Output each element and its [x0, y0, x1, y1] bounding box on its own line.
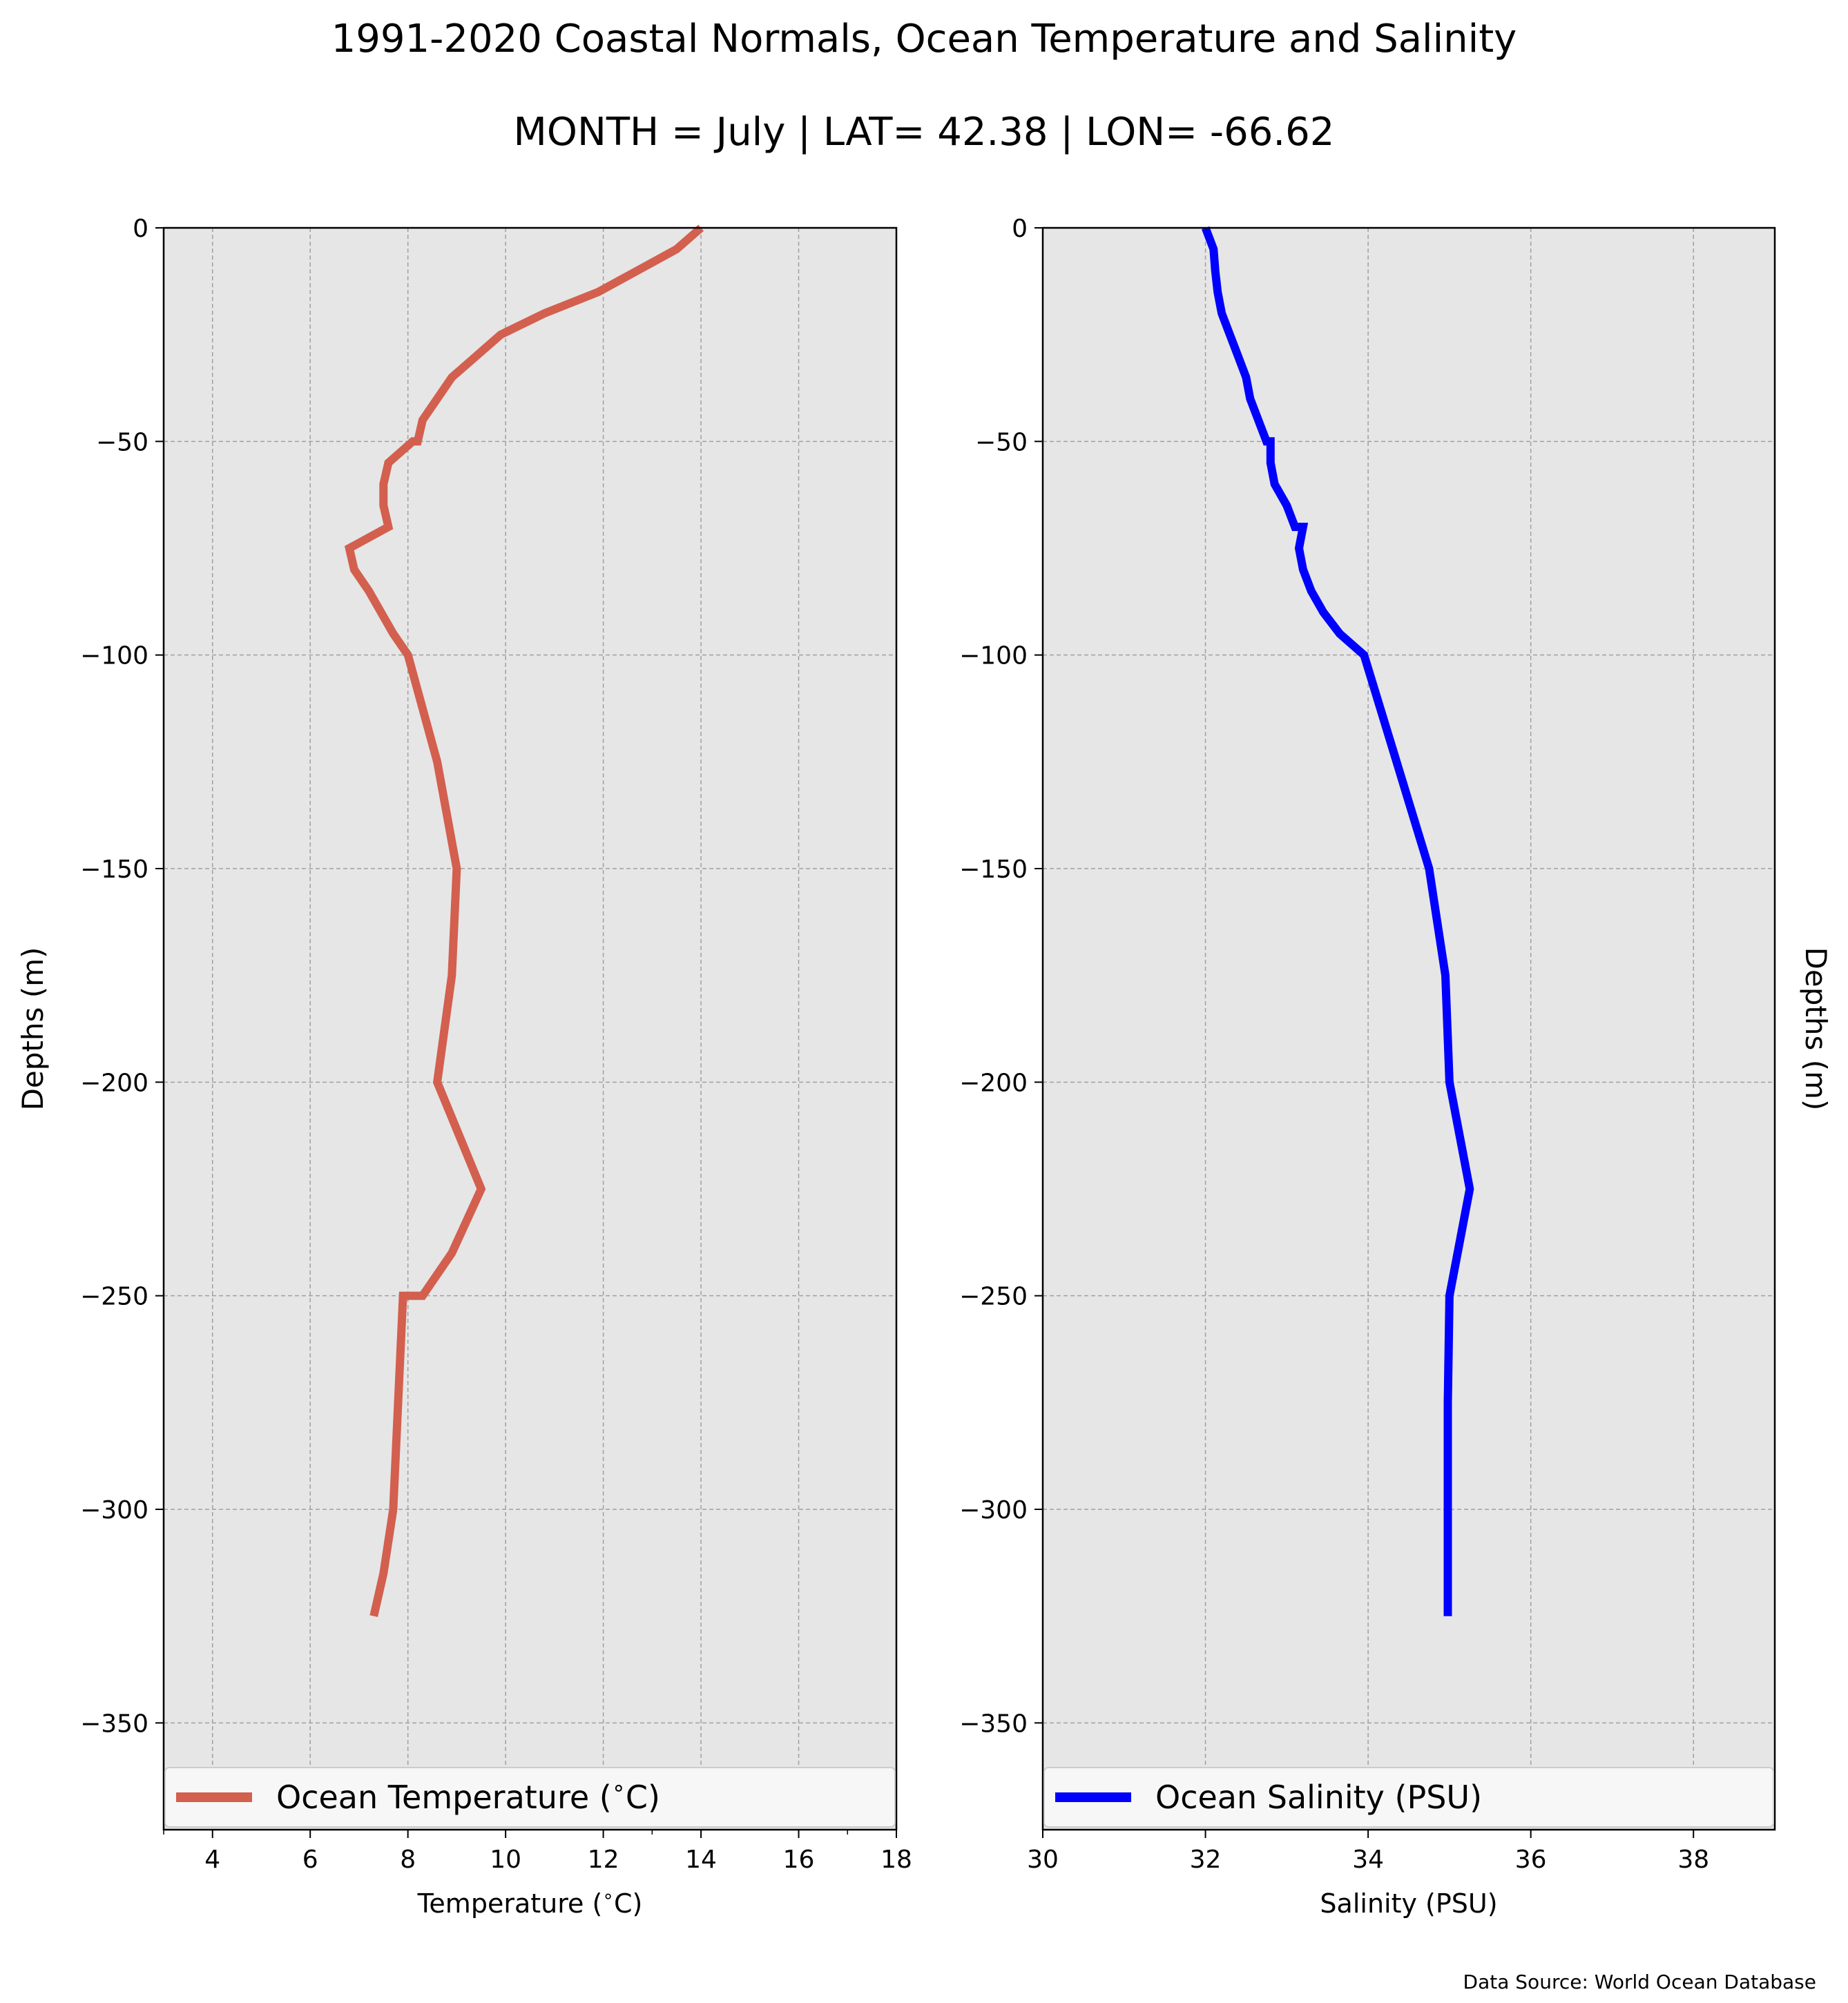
x-tick-label: 36 [1515, 1846, 1547, 1874]
series-line-salinity [1201, 226, 1474, 1616]
y-tick-label: −100 [959, 642, 1028, 670]
legend: Ocean Temperature (∘C) [164, 1767, 896, 1828]
y-tick-label: −50 [975, 428, 1028, 456]
legend: Ocean Salinity (PSU) [1043, 1767, 1774, 1828]
y-tick-label: −150 [959, 855, 1028, 884]
x-tick-label: 18 [880, 1846, 912, 1874]
x-tick-label: 30 [1027, 1846, 1059, 1874]
x-tick-label: 16 [783, 1846, 815, 1874]
legend-box [164, 1767, 896, 1828]
x-tick-label: 10 [490, 1846, 521, 1874]
data-source-note: Data Source: World Ocean Database [1463, 1971, 1816, 1993]
y-tick-label: −250 [80, 1283, 148, 1311]
x-axis-label: Salinity (PSU) [1320, 1888, 1497, 1919]
temperature-panel: 4 6 8 10 12 14 16 18 0 −50 −100 −150 −200 −250 −300 −35… [16, 215, 912, 1919]
y-tick-label: −200 [959, 1069, 1028, 1097]
axes-frame [1041, 226, 1776, 1831]
plot-area [164, 228, 896, 1830]
x-tick-label: 14 [685, 1846, 717, 1874]
chart-title: 1991-2020 Coastal Normals, Ocean Tempera… [331, 17, 1517, 61]
y-tick-label: −350 [959, 1710, 1028, 1738]
y-tick-label: −300 [959, 1496, 1028, 1525]
y-tick-label: −50 [96, 428, 148, 456]
series-line-temperature [344, 224, 704, 1618]
x-tick-label: 6 [302, 1846, 318, 1874]
salinity-panel: 30 32 34 36 38 0 −50 −100 −150 −200 −250 −300 −350 Sa… [959, 215, 1833, 1919]
y-axis-label: Depths (m) [16, 947, 50, 1111]
y-tick-label: 0 [133, 215, 148, 243]
y-tick-label: −150 [80, 855, 148, 884]
legend-box [1043, 1767, 1774, 1828]
x-tick-label: 34 [1352, 1846, 1384, 1874]
x-tick-label: 8 [400, 1846, 416, 1874]
y-axis-label: Depths (m) [1799, 947, 1833, 1111]
axes-frame [162, 226, 898, 1831]
y-tick-label: −350 [80, 1710, 148, 1738]
y-tick-label: −100 [80, 642, 148, 670]
x-tick-label: 4 [204, 1846, 220, 1874]
x-axis-label: Temperature (∘C) [417, 1886, 643, 1919]
y-tick-label: −250 [959, 1283, 1028, 1311]
y-tick-label: 0 [1012, 215, 1028, 243]
legend-entry-label: Ocean Temperature (∘C) [276, 1774, 660, 1816]
legend-entry-label: Ocean Salinity (PSU) [1155, 1779, 1482, 1816]
y-tick-label: −300 [80, 1496, 148, 1525]
x-tick-label: 32 [1190, 1846, 1222, 1874]
chart-subtitle: MONTH = July | LAT= 42.38 | LON= -66.62 [514, 110, 1335, 155]
plot-area [1043, 228, 1775, 1830]
x-tick-label: 12 [588, 1846, 619, 1874]
x-tick-label: 38 [1677, 1846, 1709, 1874]
y-tick-label: −200 [80, 1069, 148, 1097]
